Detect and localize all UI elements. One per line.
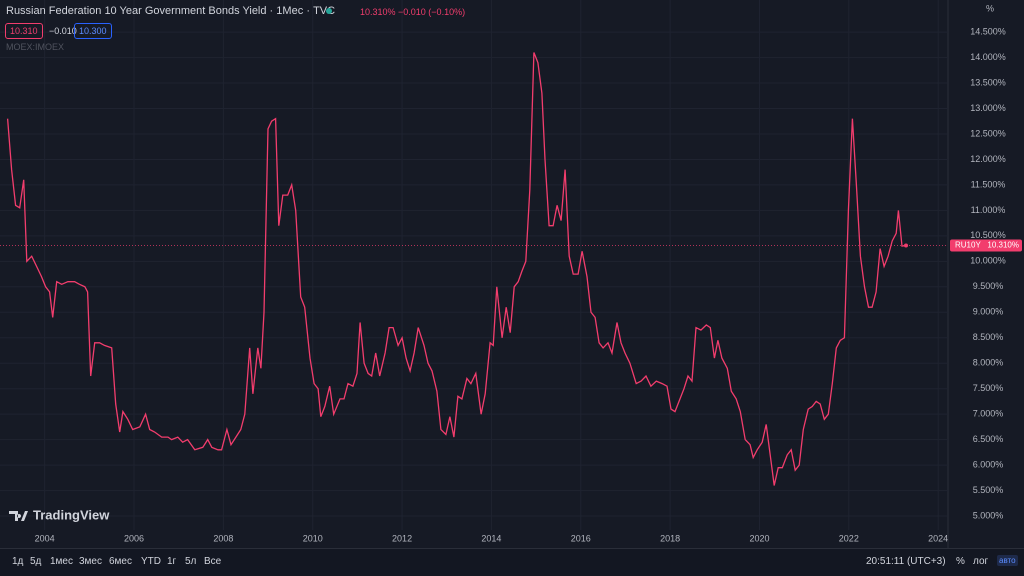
y-tick-label: 12.000% bbox=[970, 154, 1006, 164]
logo-icon bbox=[9, 511, 28, 521]
range-button[interactable]: Все bbox=[204, 556, 222, 567]
y-tick-label: 13.500% bbox=[970, 77, 1006, 87]
series-name: RU10Y bbox=[955, 241, 981, 250]
y-unit: % bbox=[986, 3, 994, 13]
ask-button[interactable]: 10.300 bbox=[74, 23, 112, 39]
price-label: 10.310% bbox=[987, 241, 1019, 250]
spread: −0.010 bbox=[49, 26, 77, 36]
indicator: MOEX:IMOEX bbox=[6, 42, 65, 52]
y-tick-label: 7.000% bbox=[973, 409, 1004, 419]
price-axis bbox=[948, 0, 1024, 548]
series-line bbox=[6, 52, 907, 486]
bottom-toolbar bbox=[0, 548, 1024, 576]
x-tick-label: 2016 bbox=[571, 533, 591, 543]
y-tick-label: 8.500% bbox=[973, 332, 1004, 342]
y-tick-label: 6.000% bbox=[973, 459, 1004, 469]
range-button[interactable]: 5д bbox=[30, 556, 42, 567]
quote: 10.310% −0.010 (−0.10%) bbox=[360, 7, 466, 17]
x-tick-label: 2008 bbox=[213, 533, 233, 543]
range-button[interactable]: 1мес bbox=[50, 556, 73, 567]
range-button[interactable]: 1д bbox=[12, 556, 24, 567]
y-tick-label: 9.000% bbox=[973, 307, 1004, 317]
percent-button[interactable]: % bbox=[956, 556, 965, 567]
x-tick-label: 2012 bbox=[392, 533, 412, 543]
range-button[interactable]: 6мес bbox=[109, 556, 132, 567]
x-tick-label: 2020 bbox=[749, 533, 769, 543]
y-tick-label: 14.000% bbox=[970, 52, 1006, 62]
status-dot bbox=[326, 8, 332, 14]
range-button[interactable]: YTD bbox=[141, 556, 161, 567]
x-tick-label: 2004 bbox=[35, 533, 55, 543]
x-tick-label: 2014 bbox=[481, 533, 501, 543]
x-tick-label: 2024 bbox=[928, 533, 948, 543]
bid-button[interactable]: 10.310 bbox=[5, 23, 43, 39]
x-tick-label: 2022 bbox=[839, 533, 859, 543]
x-tick-label: 2010 bbox=[303, 533, 323, 543]
range-button[interactable]: 1г bbox=[167, 556, 177, 567]
x-tick-label: 2018 bbox=[660, 533, 680, 543]
y-tick-label: 12.500% bbox=[970, 128, 1006, 138]
y-tick-label: 5.000% bbox=[973, 510, 1004, 520]
y-tick-label: 7.500% bbox=[973, 383, 1004, 393]
auto-button[interactable]: авто bbox=[997, 555, 1018, 566]
y-tick-label: 9.500% bbox=[973, 281, 1004, 291]
log-button[interactable]: лог bbox=[973, 556, 989, 567]
range-button[interactable]: 5л bbox=[185, 556, 197, 567]
logo: TradingView bbox=[9, 507, 110, 522]
y-tick-label: 11.000% bbox=[971, 205, 1006, 215]
clock: 20:51:11 (UTC+3) bbox=[866, 556, 946, 567]
y-tick-label: 11.500% bbox=[971, 179, 1006, 189]
y-tick-label: 5.500% bbox=[973, 485, 1004, 495]
y-tick-label: 6.500% bbox=[973, 434, 1004, 444]
y-tick-label: 10.500% bbox=[970, 230, 1006, 240]
range-button[interactable]: 3мес bbox=[79, 556, 102, 567]
y-tick-label: 8.000% bbox=[973, 358, 1004, 368]
price-badge bbox=[950, 239, 1022, 252]
y-tick-label: 13.000% bbox=[970, 103, 1006, 113]
logo-text: TradingView bbox=[33, 507, 110, 522]
x-tick-label: 2006 bbox=[124, 533, 144, 543]
y-tick-label: 14.500% bbox=[970, 26, 1006, 36]
chart-title: Russian Federation 10 Year Government Bo… bbox=[6, 5, 336, 17]
y-tick-label: 10.000% bbox=[970, 256, 1006, 266]
last-point bbox=[904, 243, 909, 248]
